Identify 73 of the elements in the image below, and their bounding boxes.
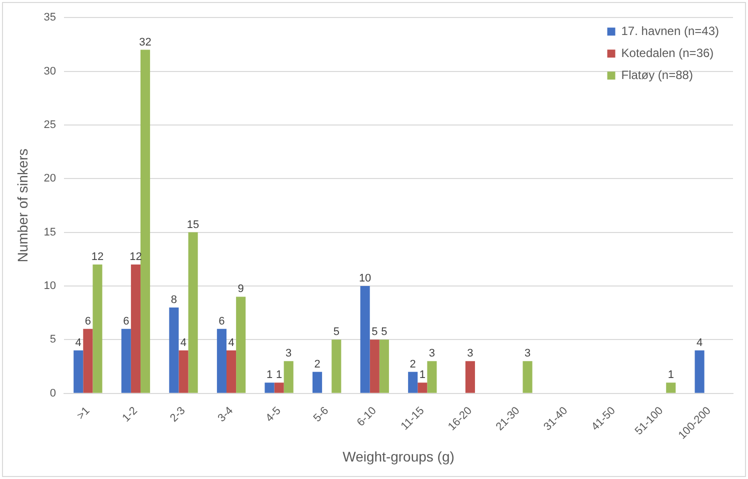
bar <box>694 350 704 393</box>
data-label: 32 <box>139 36 152 48</box>
y-tick-label: 0 <box>50 387 56 400</box>
bar <box>418 382 428 393</box>
y-tick-label: 5 <box>50 334 56 346</box>
data-label: 2 <box>410 358 416 370</box>
bar <box>332 340 342 393</box>
bar <box>465 361 475 393</box>
data-label: 1 <box>668 369 674 382</box>
bar <box>284 361 294 393</box>
x-tick-label: 5-6 <box>311 404 332 424</box>
data-label: 4 <box>696 336 703 349</box>
data-label: 3 <box>467 348 474 360</box>
data-label: 2 <box>314 358 320 370</box>
bar <box>312 372 322 393</box>
bar <box>169 307 179 393</box>
x-tick-label: 3-4 <box>216 404 236 424</box>
x-tick-label: 1-2 <box>120 404 140 424</box>
bar <box>666 382 676 393</box>
data-label: 10 <box>358 272 372 285</box>
bar <box>216 328 226 393</box>
data-label: 4 <box>180 336 187 349</box>
bar <box>178 350 188 393</box>
bar <box>274 382 284 393</box>
data-label: 15 <box>186 218 200 231</box>
data-label: 3 <box>524 348 531 360</box>
x-tick-label: 6-10 <box>354 404 379 429</box>
data-label: 12 <box>91 251 104 264</box>
bar <box>427 361 437 393</box>
bar <box>83 328 93 393</box>
data-label: 6 <box>84 315 91 328</box>
legend-label: 17. havnen (n=43) <box>621 24 720 38</box>
y-tick-label: 15 <box>44 226 56 238</box>
bar <box>188 232 198 393</box>
bar <box>236 296 246 393</box>
data-label: 8 <box>170 294 177 306</box>
y-tick-label: 20 <box>44 172 56 185</box>
bar <box>74 350 84 393</box>
bar <box>379 340 389 393</box>
data-label: 3 <box>428 348 436 360</box>
x-tick-label: 4-5 <box>264 404 284 424</box>
bar <box>360 286 370 393</box>
data-label: 5 <box>381 326 388 338</box>
bar <box>140 50 150 393</box>
bar <box>522 361 532 393</box>
y-tick-label: 35 <box>44 12 56 24</box>
bar <box>370 340 380 393</box>
data-label: 3 <box>286 348 292 360</box>
x-axis-title: Weight-groups (g) <box>342 448 454 464</box>
bar <box>121 328 131 393</box>
legend-label: Flatøy (n=88) <box>621 68 693 82</box>
bar <box>408 372 418 393</box>
legend-label: Kotedalen (n=36) <box>621 46 714 60</box>
data-label: 5 <box>333 326 340 338</box>
y-tick-label: 30 <box>44 65 56 78</box>
y-tick-label: 25 <box>44 118 56 131</box>
x-tick-label: 2-3 <box>168 404 188 424</box>
data-label: 9 <box>238 283 244 296</box>
data-label: 6 <box>218 315 225 328</box>
bar <box>226 350 236 393</box>
y-tick-label: 10 <box>44 280 56 292</box>
bar <box>130 264 140 393</box>
bar <box>92 264 102 393</box>
data-label: 1 <box>276 369 282 382</box>
data-label: 4 <box>75 336 82 349</box>
data-label: 1 <box>266 369 273 382</box>
bar <box>264 382 274 393</box>
y-axis-title: Number of sinkers <box>14 148 30 262</box>
x-tick-label: >1 <box>74 404 92 422</box>
data-label: 5 <box>372 326 378 338</box>
data-label: 6 <box>123 315 130 328</box>
data-label: 4 <box>228 336 234 349</box>
data-label: 1 <box>419 369 426 382</box>
